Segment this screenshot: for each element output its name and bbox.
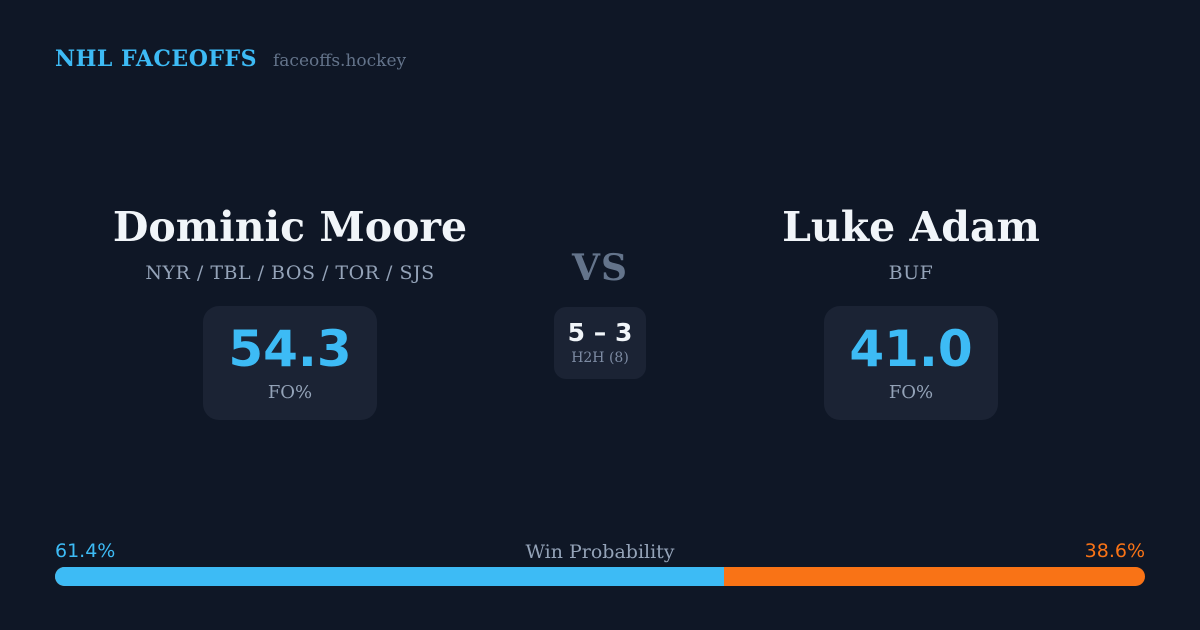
player-left-stat-value: 54.3 [228, 319, 352, 378]
vs-label: VS [572, 247, 628, 289]
win-probability-labels: 61.4% Win Probability 38.6% [55, 540, 1145, 564]
player-right-teams: BUF [888, 262, 934, 285]
player-left-teams: NYR / TBL / BOS / TOR / SJS [145, 262, 435, 285]
head-to-head-label: H2H (8) [571, 350, 629, 366]
player-left-name: Dominic Moore [112, 203, 468, 251]
site-url: faceoffs.hockey [273, 51, 407, 71]
brand-title: NHL FACEOFFS [55, 46, 257, 72]
player-left-column: Dominic Moore NYR / TBL / BOS / TOR / SJ… [80, 203, 500, 421]
player-right-stat-value: 41.0 [849, 319, 973, 378]
player-left-stat-label: FO% [267, 381, 313, 403]
player-right-stat-label: FO% [888, 381, 934, 403]
header: NHL FACEOFFS faceoffs.hockey [55, 46, 406, 72]
head-to-head-card: 5 – 3 H2H (8) [554, 307, 646, 379]
win-probability-title: Win Probability [525, 541, 675, 563]
player-right-name: Luke Adam [782, 203, 1040, 251]
versus-column: VS 5 – 3 H2H (8) [500, 250, 700, 379]
win-probability-bar-left-fill [55, 567, 725, 586]
win-probability-right-pct: 38.6% [1084, 540, 1145, 562]
player-left-stat-card: 54.3 FO% [203, 306, 377, 421]
head-to-head-score: 5 – 3 [567, 318, 633, 347]
win-probability-left-pct: 61.4% [55, 540, 116, 562]
win-probability-bar [55, 567, 1145, 586]
player-right-column: Luke Adam BUF 41.0 FO% [701, 203, 1121, 421]
player-right-stat-card: 41.0 FO% [824, 306, 998, 421]
